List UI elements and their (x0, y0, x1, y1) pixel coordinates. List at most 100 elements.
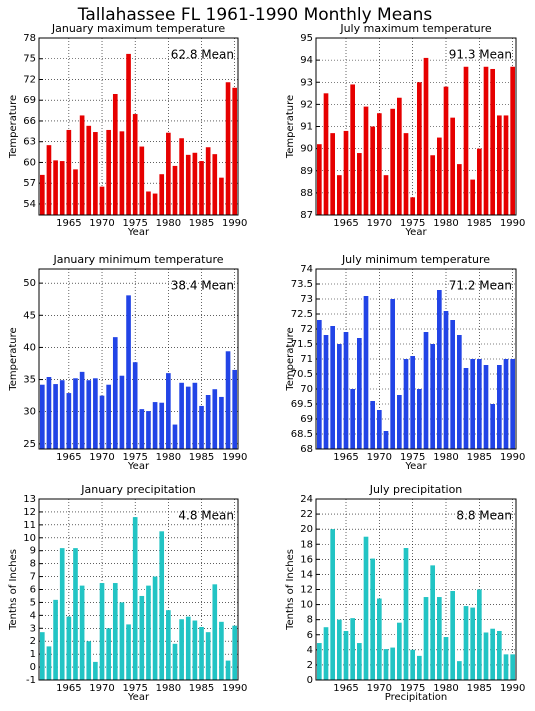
bar (323, 93, 329, 215)
y-tick-label: 70.5 (291, 369, 313, 380)
bar (330, 326, 335, 449)
bar (46, 145, 52, 215)
panel-title: July minimum temperature (341, 253, 490, 266)
y-axis-label: Tenths of Inches (285, 549, 296, 631)
bar (437, 137, 442, 215)
bar (172, 165, 178, 215)
y-tick-label: 74 (300, 264, 313, 275)
bar (383, 649, 389, 680)
bar (417, 655, 422, 680)
bar (510, 654, 515, 680)
bar (185, 154, 191, 215)
y-tick-label: 10 (300, 600, 313, 611)
bar (423, 57, 429, 215)
bar (192, 620, 198, 680)
y-tick-label: 11 (23, 520, 36, 531)
x-tick-label: 1965 (333, 218, 358, 229)
y-tick-label: 16 (300, 554, 313, 565)
bar (126, 53, 131, 215)
panel: July precipitation0246810121416182022241… (285, 483, 525, 703)
bar (357, 643, 362, 680)
y-tick-label: 95 (300, 33, 313, 44)
bar (377, 598, 382, 680)
bar (477, 148, 482, 215)
bar (99, 583, 105, 680)
bar (106, 628, 111, 680)
plot-frame (315, 37, 517, 216)
panel: January precipitation-101234567891011121… (8, 483, 247, 703)
x-tick-label: 1990 (222, 218, 247, 229)
bar (225, 351, 231, 449)
bar (417, 389, 422, 449)
bar (199, 405, 204, 449)
mean-annotation: 38.4 Mean (171, 279, 234, 293)
y-axis-label: Temperature (285, 327, 296, 391)
bar (503, 654, 509, 680)
y-tick-label: 12 (300, 585, 313, 596)
x-tick-label: 1985 (189, 452, 214, 463)
bar (205, 395, 211, 449)
bar (403, 548, 409, 680)
x-tick-label: 1985 (467, 218, 492, 229)
bar (166, 132, 171, 215)
bar (179, 619, 184, 680)
bar (112, 583, 118, 680)
bar (370, 126, 375, 215)
y-tick-label: 9 (30, 546, 36, 557)
bar (437, 290, 442, 449)
bar (337, 619, 342, 680)
bar (483, 365, 489, 449)
x-tick-label: 1970 (89, 218, 114, 229)
bar (343, 630, 349, 680)
bar (390, 647, 395, 680)
bar (423, 597, 429, 680)
y-axis-label: Temperature (8, 95, 19, 159)
bar (106, 384, 111, 449)
bar (185, 616, 191, 680)
x-tick-label: 1965 (56, 452, 81, 463)
y-tick-label: 63 (23, 137, 36, 148)
y-tick-label: 60 (23, 157, 36, 168)
y-tick-label: 1 (30, 649, 36, 660)
x-tick-label: 1975 (122, 683, 147, 694)
x-tick-label: 1970 (367, 452, 392, 463)
bar (159, 174, 165, 215)
panel: January maximum temperature 54 57 60 63 66 69 7… (8, 22, 247, 238)
bar (430, 565, 435, 680)
y-tick-label: 88 (300, 188, 313, 199)
y-tick-label: 18 (300, 539, 313, 550)
y-tick-label: 72.5 (291, 309, 313, 320)
bar (172, 424, 178, 449)
bar (450, 591, 455, 680)
bar (112, 94, 118, 215)
bar (437, 597, 442, 680)
bar (66, 393, 72, 449)
bar (59, 548, 65, 680)
bar (317, 320, 322, 449)
bar (132, 517, 138, 680)
bar (39, 632, 45, 680)
panel-title: January maximum temperature (51, 22, 225, 35)
y-tick-label: 90 (300, 144, 313, 155)
x-tick-label: 1990 (500, 218, 525, 229)
x-tick-label: 1985 (189, 218, 214, 229)
mean-annotation: 62.8 Mean (171, 48, 234, 62)
bar (225, 660, 231, 680)
bar (212, 154, 218, 215)
bar (357, 338, 362, 449)
bar (463, 66, 469, 215)
bar (343, 332, 349, 449)
bar (430, 155, 435, 215)
bar (132, 114, 138, 215)
y-tick-label: 50 (23, 278, 36, 289)
x-tick-label: 1970 (89, 683, 114, 694)
y-tick-label: 87 (300, 210, 313, 221)
bar (199, 161, 204, 215)
bar (132, 362, 138, 449)
bar (139, 146, 145, 215)
y-tick-label: 75 (23, 54, 36, 65)
x-tick-label: 1975 (400, 218, 425, 229)
x-axis-label: Year (127, 461, 150, 472)
bar (370, 401, 375, 449)
x-tick-label: 1965 (56, 683, 81, 694)
